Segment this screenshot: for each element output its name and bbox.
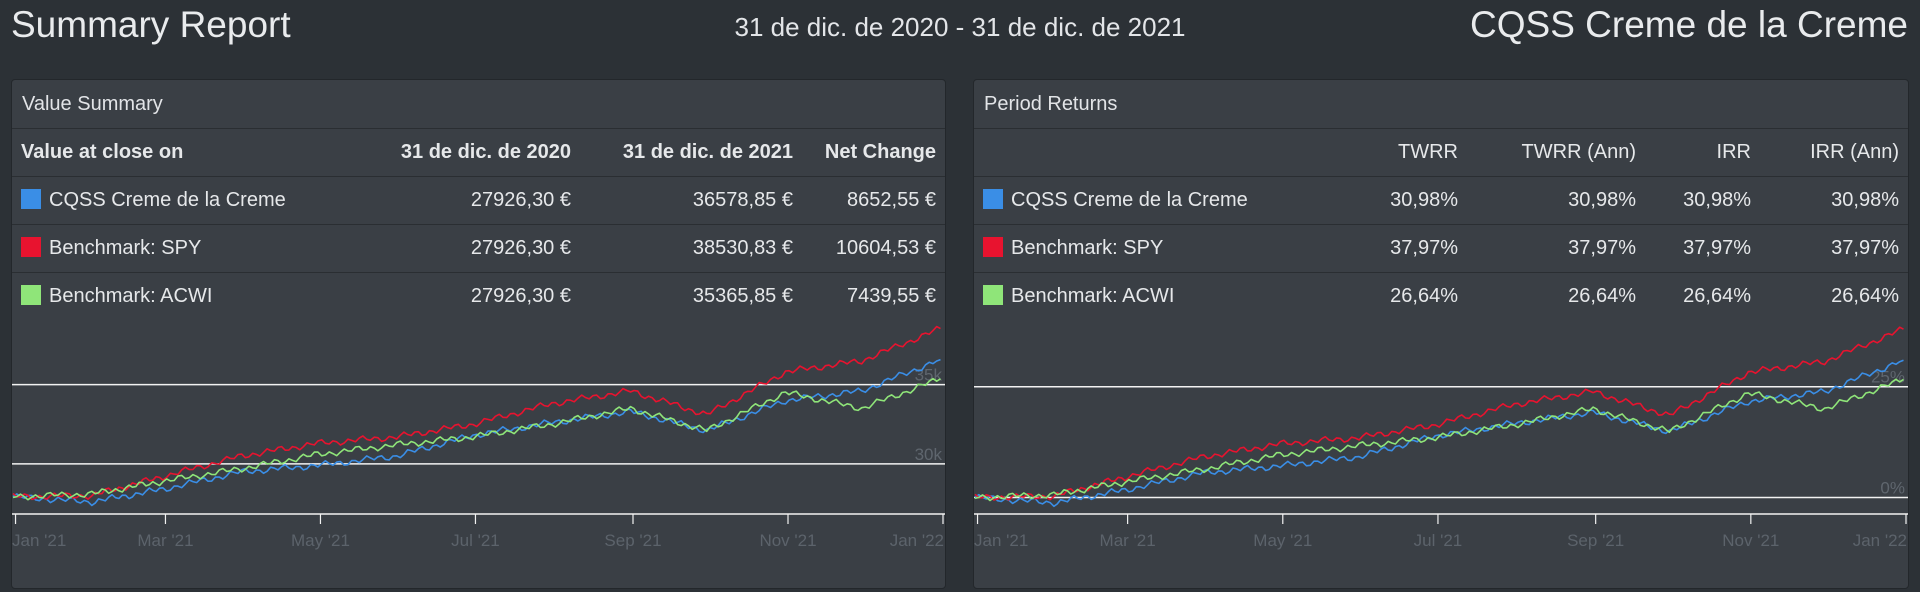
series-name: Benchmark: SPY <box>1011 237 1164 259</box>
legend-swatch <box>983 285 1003 305</box>
x-tick-label: Jul '21 <box>451 531 500 550</box>
period-returns-table: TWRR TWRR (Ann) IRR IRR (Ann) CQSS Creme… <box>974 128 1908 320</box>
legend-swatch <box>983 189 1003 209</box>
x-tick-label: Jan '21 <box>12 531 66 550</box>
returns-chart-svg: 0% 25% Jan '21 Mar '21 May '21 Jul '21 Sep '21… <box>974 326 1908 550</box>
series-cell: Benchmark: ACWI <box>974 272 1347 320</box>
series-line <box>12 377 941 501</box>
series-name: CQSS Creme de la Creme <box>1011 189 1248 211</box>
twrr-value: 30,98% <box>1347 176 1467 225</box>
legend-swatch <box>21 237 41 257</box>
x-tick-label: Jul '21 <box>1414 531 1463 550</box>
twrr-value: 37,97% <box>1347 224 1467 273</box>
column-header: TWRR <box>1347 128 1467 177</box>
date-range: 31 de dic. de 2020 - 31 de dic. de 2021 <box>734 12 1186 42</box>
x-tick-label: Jan '22 <box>890 531 944 550</box>
twrr-ann-value: 26,64% <box>1467 272 1645 320</box>
series-name: Benchmark: SPY <box>49 237 202 259</box>
start-value: 27926,30 € <box>352 224 580 273</box>
table-header-row: Value at close on 31 de dic. de 2020 31 … <box>12 128 945 177</box>
x-tick-label: May '21 <box>291 531 350 550</box>
start-value: 27926,30 € <box>352 272 580 320</box>
returns-chart: 0% 25% Jan '21 Mar '21 May '21 Jul '21 Sep '21… <box>974 318 1908 588</box>
x-tick-label: May '21 <box>1253 531 1312 550</box>
net-change: 7439,55 € <box>802 272 945 320</box>
series-cell: CQSS Creme de la Creme <box>12 176 352 225</box>
irr-ann-value: 26,64% <box>1760 272 1908 320</box>
period-returns-title: Period Returns <box>984 93 1118 115</box>
table-row: Benchmark: ACWI 26,64% 26,64% 26,64% 26,… <box>974 272 1908 320</box>
irr-value: 37,97% <box>1645 224 1760 273</box>
start-value: 27926,30 € <box>352 176 580 225</box>
period-returns-panel: Period Returns TWRR TWRR (Ann) IRR IRR (… <box>973 79 1909 589</box>
value-summary-panel: Value Summary Value at close on 31 de di… <box>11 79 946 589</box>
x-tick-label: Nov '21 <box>1722 531 1779 550</box>
table-row: Benchmark: SPY 27926,30 € 38530,83 € 106… <box>12 224 945 273</box>
x-tick-label: Jan '22 <box>1853 531 1907 550</box>
x-tick-label: Jan '21 <box>974 531 1028 550</box>
value-summary-table: Value at close on 31 de dic. de 2020 31 … <box>12 128 945 320</box>
series-name: Benchmark: ACWI <box>1011 285 1175 307</box>
y-tick-label: 30k <box>915 445 943 464</box>
series-cell: Benchmark: ACWI <box>12 272 352 320</box>
irr-ann-value: 30,98% <box>1760 176 1908 225</box>
table-row: CQSS Creme de la Creme 27926,30 € 36578,… <box>12 176 945 225</box>
table-row: Benchmark: ACWI 27926,30 € 35365,85 € 74… <box>12 272 945 320</box>
table-row: Benchmark: SPY 37,97% 37,97% 37,97% 37,9… <box>974 224 1908 273</box>
column-header: Net Change <box>802 128 945 177</box>
series-cell: Benchmark: SPY <box>12 224 352 273</box>
series-line <box>974 378 1904 502</box>
twrr-value: 26,64% <box>1347 272 1467 320</box>
column-header: TWRR (Ann) <box>1467 128 1645 177</box>
column-header: Value at close on <box>12 128 352 177</box>
table-header-row: TWRR TWRR (Ann) IRR IRR (Ann) <box>974 128 1908 177</box>
series-line <box>12 325 941 501</box>
x-tick-label: Mar '21 <box>137 531 193 550</box>
table-row: CQSS Creme de la Creme 30,98% 30,98% 30,… <box>974 176 1908 225</box>
value-summary-title: Value Summary <box>22 93 163 115</box>
column-header: IRR <box>1645 128 1760 177</box>
series-line <box>974 326 1904 501</box>
series-cell: Benchmark: SPY <box>974 224 1347 273</box>
x-tick-label: Nov '21 <box>759 531 816 550</box>
legend-swatch <box>21 189 41 209</box>
series-cell: CQSS Creme de la Creme <box>974 176 1347 225</box>
value-chart: 30k 35k Jan '21 Mar '21 May '21 Jul '21 Sep '2… <box>12 318 945 588</box>
y-tick-label: 0% <box>1880 478 1905 497</box>
column-header: 31 de dic. de 2020 <box>352 128 580 177</box>
page-title: Summary Report <box>11 4 291 45</box>
legend-swatch <box>21 285 41 305</box>
irr-value: 30,98% <box>1645 176 1760 225</box>
irr-value: 26,64% <box>1645 272 1760 320</box>
series-name: Benchmark: ACWI <box>49 285 213 307</box>
series-name: CQSS Creme de la Creme <box>49 189 286 211</box>
net-change: 10604,53 € <box>802 224 945 273</box>
column-header <box>974 128 1347 177</box>
end-value: 36578,85 € <box>580 176 802 225</box>
twrr-ann-value: 30,98% <box>1467 176 1645 225</box>
end-value: 35365,85 € <box>580 272 802 320</box>
series-line <box>974 359 1904 508</box>
irr-ann-value: 37,97% <box>1760 224 1908 273</box>
y-tick-label: 25% <box>1871 368 1905 387</box>
portfolio-name: CQSS Creme de la Creme <box>1470 4 1908 45</box>
twrr-ann-value: 37,97% <box>1467 224 1645 273</box>
x-tick-label: Sep '21 <box>604 531 661 550</box>
end-value: 38530,83 € <box>580 224 802 273</box>
column-header: 31 de dic. de 2021 <box>580 128 802 177</box>
net-change: 8652,55 € <box>802 176 945 225</box>
column-header: IRR (Ann) <box>1760 128 1908 177</box>
legend-swatch <box>983 237 1003 257</box>
x-tick-label: Mar '21 <box>1100 531 1156 550</box>
x-tick-label: Sep '21 <box>1567 531 1624 550</box>
series-line <box>12 358 941 507</box>
